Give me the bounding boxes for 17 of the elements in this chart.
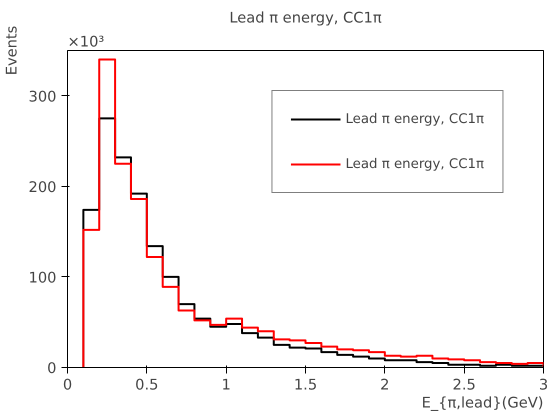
x-tick-label: 1 xyxy=(222,376,231,394)
chart-title: Lead π energy, CC1π xyxy=(229,10,382,26)
x-axis-title: E_{π,lead}(GeV) xyxy=(422,394,544,411)
y-tick-label: 0 xyxy=(47,360,57,377)
y-axis-title: Events xyxy=(4,26,21,76)
x-tick-label: 0.5 xyxy=(135,376,158,394)
x-tick-label: 0 xyxy=(62,376,72,394)
x-tick-label: 2.5 xyxy=(452,376,476,394)
x-tick-label: 2 xyxy=(380,376,390,394)
legend-label: Lead π energy, CC1π xyxy=(345,156,484,172)
legend-label: Lead π energy, CC1π xyxy=(345,112,484,126)
y-tick-label: 100 xyxy=(28,269,57,286)
y-tick-label: 300 xyxy=(28,88,57,106)
x-tick-label: 1.5 xyxy=(294,376,318,394)
annotation: ×10³ xyxy=(68,34,104,50)
x-tick-label: 3 xyxy=(538,376,548,394)
y-tick-label: 200 xyxy=(28,178,57,196)
